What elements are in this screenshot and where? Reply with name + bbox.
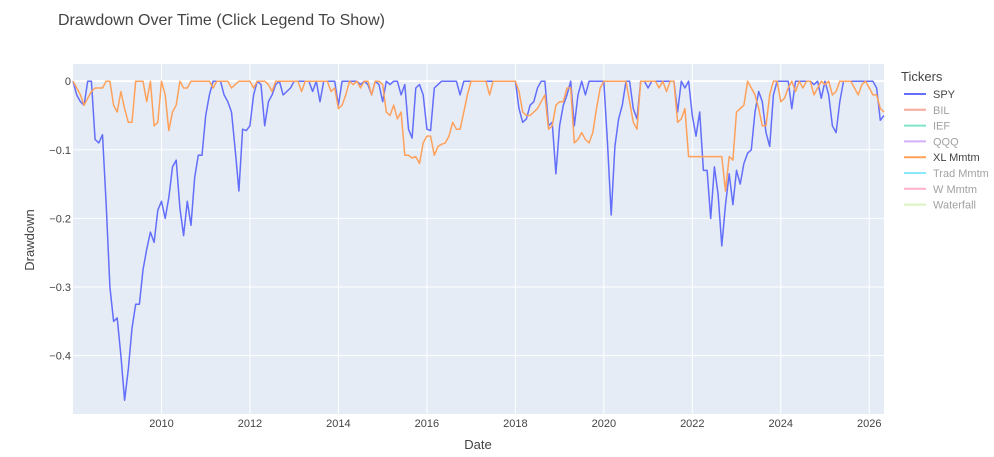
legend-item-qqq[interactable]: QQQ bbox=[904, 136, 959, 148]
legend: Tickers SPY BIL IEF QQQ XL Mmtm Trad Mmtm W Mm… bbox=[901, 69, 989, 212]
plot-area bbox=[73, 64, 884, 414]
y-tick-label: −0.2 bbox=[49, 213, 71, 225]
series-lines bbox=[72, 80, 885, 402]
y-tick-label: 0 bbox=[65, 76, 71, 88]
legend-label: Waterfall bbox=[933, 200, 976, 212]
legend-label: Trad Mmtm bbox=[933, 168, 989, 180]
x-tick-label: 2020 bbox=[592, 418, 616, 430]
legend-label: IEF bbox=[933, 121, 950, 133]
legend-item-spy[interactable]: SPY bbox=[904, 89, 956, 101]
x-axis-title: Date bbox=[464, 437, 491, 452]
x-tick-label: 2014 bbox=[326, 418, 350, 430]
y-axis-ticks: 0 −0.1 −0.2 −0.3 −0.4 bbox=[49, 76, 71, 363]
legend-label: XL Mmtm bbox=[933, 152, 980, 164]
legend-item-w-mmtm[interactable]: W Mmtm bbox=[904, 184, 977, 196]
y-tick-label: −0.3 bbox=[49, 282, 71, 294]
x-axis-ticks: 2010 2012 2014 2016 2018 2020 2022 2024 2026 bbox=[149, 418, 881, 430]
legend-label: W Mmtm bbox=[933, 184, 977, 196]
x-tick-label: 2022 bbox=[680, 418, 704, 430]
legend-item-ief[interactable]: IEF bbox=[904, 121, 950, 133]
x-tick-label: 2010 bbox=[149, 418, 173, 430]
legend-title: Tickers bbox=[901, 69, 943, 84]
legend-item-bil[interactable]: BIL bbox=[904, 105, 950, 117]
x-tick-label: 2016 bbox=[415, 418, 439, 430]
chart-title: Drawdown Over Time (Click Legend To Show… bbox=[58, 12, 385, 29]
legend-label: BIL bbox=[933, 105, 950, 117]
legend-item-waterfall[interactable]: Waterfall bbox=[904, 200, 976, 212]
x-tick-label: 2024 bbox=[769, 418, 793, 430]
x-tick-label: 2026 bbox=[857, 418, 881, 430]
legend-item-trad-mmtm[interactable]: Trad Mmtm bbox=[904, 168, 989, 180]
legend-label: SPY bbox=[933, 89, 956, 101]
y-axis-title: Drawdown bbox=[22, 209, 37, 270]
x-tick-label: 2018 bbox=[503, 418, 527, 430]
y-tick-label: −0.1 bbox=[49, 145, 71, 157]
gridlines bbox=[73, 64, 884, 414]
series-line-xl-mmtm bbox=[72, 80, 885, 192]
legend-label: QQQ bbox=[933, 136, 959, 148]
y-tick-label: −0.4 bbox=[49, 351, 71, 363]
legend-item-xl-mmtm[interactable]: XL Mmtm bbox=[904, 152, 980, 164]
x-tick-label: 2012 bbox=[238, 418, 262, 430]
